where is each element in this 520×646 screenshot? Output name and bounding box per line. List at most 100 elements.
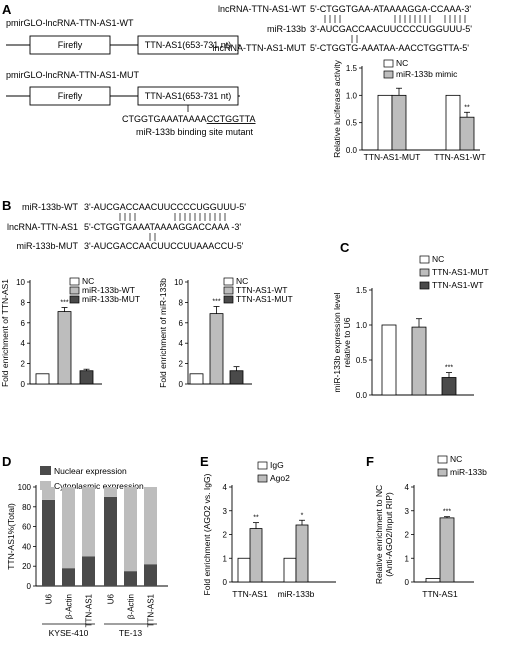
legend-label: miR-133b bbox=[450, 467, 487, 477]
x-category-label: β-Actin bbox=[65, 594, 74, 619]
panel-letter-e: E bbox=[200, 454, 209, 469]
chart-e-ago2-rip: 0 1 2 3 4 Fold enrichment (AGO2 vs. IgG) IgG Ag… bbox=[202, 460, 336, 599]
legend-swatch bbox=[419, 281, 430, 290]
chart-d-subcellular-fraction: 0 20 40 60 80 100 TTN-AS1%(Total) Nuclear expre… bbox=[6, 466, 168, 638]
stacked-bar-segment bbox=[62, 487, 75, 569]
y-tick-label: 60 bbox=[22, 523, 31, 532]
bar bbox=[283, 557, 297, 583]
insert-label-wt: TTN-AS1(653-731 nt) bbox=[145, 40, 232, 50]
bar bbox=[425, 578, 441, 583]
stacked-bar-segment bbox=[42, 487, 55, 500]
y-tick-label: 8 bbox=[179, 298, 184, 307]
y-tick-label: 80 bbox=[22, 503, 31, 512]
y-axis-label: miR-133b expression level bbox=[332, 292, 342, 392]
insert-label-mut: TTN-AS1(653-731 nt) bbox=[145, 91, 232, 101]
y-tick-label: 0.5 bbox=[356, 356, 368, 365]
y-tick-label: 4 bbox=[223, 483, 228, 492]
y-tick-label: 20 bbox=[22, 562, 31, 571]
y-tick-label: 1.5 bbox=[346, 64, 358, 73]
y-axis-label: Fold enrichment of TTN-AS1 bbox=[0, 279, 10, 387]
significance-mark: ** bbox=[253, 515, 259, 522]
legend-swatch bbox=[223, 277, 234, 286]
legend-swatch bbox=[419, 255, 430, 264]
y-tick-label: 2 bbox=[405, 531, 410, 540]
y-tick-label: 4 bbox=[21, 339, 26, 348]
significance-mark: * bbox=[301, 512, 304, 519]
legend-label: IgG bbox=[270, 460, 284, 470]
align-a-mut-label: lncRNA-TTN-AS1-MUT bbox=[213, 43, 307, 53]
y-tick-label: 0.0 bbox=[346, 146, 358, 155]
mutant-seq-prefix: CTGGTGAAATAAAA bbox=[122, 114, 207, 124]
chart-f-ago2-enrichment: 0 1 2 3 4 Relative enrichment to NC (Anti-AGO2… bbox=[374, 454, 487, 599]
legend-label: NC bbox=[82, 276, 94, 286]
panel-letter-c: C bbox=[340, 240, 350, 255]
x-category-label: miR-133b bbox=[278, 589, 315, 599]
y-axis-label: relative to U6 bbox=[342, 317, 352, 367]
construct-mut-diagram bbox=[6, 86, 240, 112]
legend-swatch bbox=[383, 70, 394, 79]
significance-mark: *** bbox=[212, 298, 220, 305]
y-axis-label: Relative enrichment to NC bbox=[374, 485, 384, 584]
construct-mut-label: pmirGLO-lncRNA-TTN-AS1-MUT bbox=[6, 70, 140, 80]
align-b-pairing-ticks bbox=[119, 213, 226, 241]
bar bbox=[79, 370, 94, 385]
y-tick-label: 10 bbox=[16, 278, 25, 287]
panel-letter-b: B bbox=[2, 198, 11, 213]
legend-label: TTN-AS1-MUT bbox=[432, 267, 489, 277]
bar bbox=[377, 94, 393, 151]
y-tick-label: 0 bbox=[179, 380, 184, 389]
y-tick-label: 4 bbox=[179, 339, 184, 348]
align-a-mut-seq: 5'-CTGGTG-AAATAA-AACCTGGTTA-5' bbox=[310, 43, 469, 53]
mutant-seq-site: CCTGGTTA bbox=[207, 114, 256, 124]
legend-swatch bbox=[383, 59, 394, 68]
significance-mark: *** bbox=[445, 365, 453, 372]
x-category-label: U6 bbox=[107, 593, 116, 604]
bar bbox=[35, 373, 50, 385]
legend-label: NC bbox=[432, 254, 444, 264]
x-category-label: TTN-AS1 bbox=[85, 593, 94, 627]
legend-swatch bbox=[223, 295, 234, 304]
legend-label: miR-133b mimic bbox=[396, 69, 458, 79]
significance-mark: *** bbox=[60, 300, 68, 307]
legend-swatch bbox=[437, 455, 448, 464]
stacked-bar-segment bbox=[104, 496, 117, 586]
legend-swatch bbox=[40, 466, 51, 475]
align-b-row3-label: miR-133b-MUT bbox=[16, 241, 78, 251]
y-tick-label: 100 bbox=[18, 483, 32, 492]
legend-label: NC bbox=[236, 276, 248, 286]
x-category-label: TTN-AS1 bbox=[232, 589, 268, 599]
significance-mark: ** bbox=[464, 104, 470, 111]
bar bbox=[381, 324, 397, 396]
chart-a-luciferase: 0.0 0.5 1.0 1.5 Relative luciferase activity… bbox=[332, 58, 486, 162]
firefly-label-mut: Firefly bbox=[58, 91, 83, 101]
stacked-bar-segment bbox=[144, 487, 157, 565]
y-tick-label: 10 bbox=[174, 278, 183, 287]
chart-c-mir-133b-expression: 0.0 0.5 1.0 1.5 miR-133b expression level rel… bbox=[332, 254, 489, 400]
group-label: TE-13 bbox=[119, 628, 142, 638]
construct-wt-label: pmirGLO-lncRNA-TTN-AS1-WT bbox=[6, 18, 134, 28]
y-tick-label: 0.5 bbox=[346, 119, 358, 128]
stacked-bar-segment bbox=[124, 487, 137, 572]
align-b-row1-label: miR-133b-WT bbox=[22, 202, 79, 212]
x-category-label: TTN-AS1 bbox=[147, 593, 156, 627]
x-category-label: TTN-AS1-MUT bbox=[364, 152, 421, 162]
stacked-bar-segment bbox=[42, 499, 55, 586]
align-b-row1-seq: 3'-AUCGACCAACUUCCCCUGGUUU-5' bbox=[84, 202, 246, 212]
y-axis-label: Fold enrichment of miR-133b bbox=[158, 278, 168, 388]
y-tick-label: 2 bbox=[21, 360, 26, 369]
y-tick-label: 0.0 bbox=[356, 391, 368, 400]
x-category-label: β-Actin bbox=[127, 594, 136, 619]
y-tick-label: 6 bbox=[179, 319, 184, 328]
legend-label: Nuclear expression bbox=[54, 466, 127, 476]
bar bbox=[411, 326, 427, 396]
stacked-bar-segment bbox=[104, 487, 117, 497]
firefly-label-wt: Firefly bbox=[58, 40, 83, 50]
y-tick-label: 6 bbox=[21, 319, 26, 328]
panel-letter-f: F bbox=[366, 454, 374, 469]
x-category-label: U6 bbox=[45, 593, 54, 604]
legend-label: TTN-AS1-WT bbox=[236, 285, 287, 295]
legend-label: miR-133b-WT bbox=[82, 285, 135, 295]
